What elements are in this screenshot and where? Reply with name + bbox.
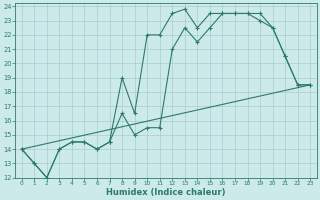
X-axis label: Humidex (Indice chaleur): Humidex (Indice chaleur) [106, 188, 226, 197]
